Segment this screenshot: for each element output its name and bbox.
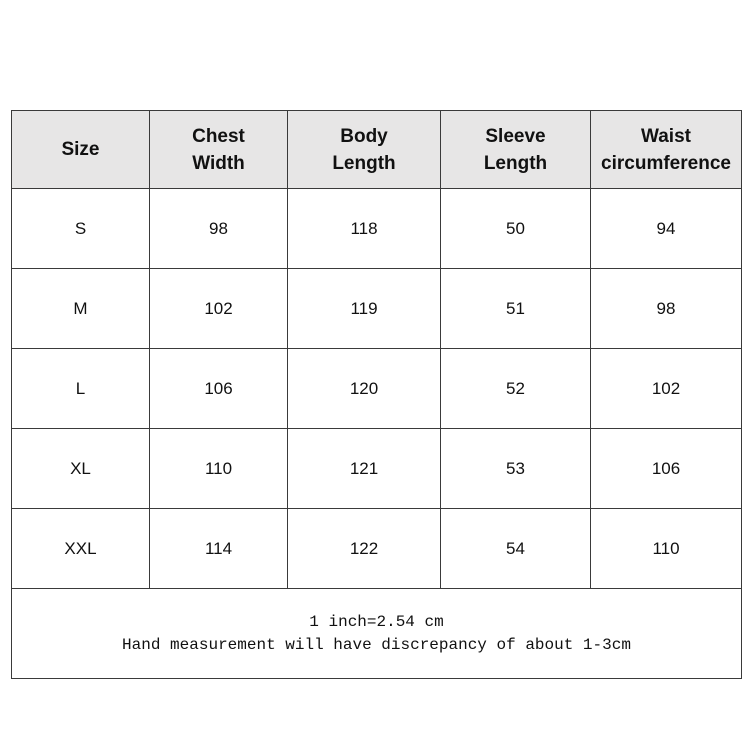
column-header-line: Length — [332, 152, 396, 174]
table-cell: 102 — [149, 268, 288, 349]
table-cell: 52 — [440, 348, 591, 429]
table-cell: 53 — [440, 428, 591, 509]
column-header-line: Chest — [192, 125, 245, 147]
column-header: Size — [11, 110, 150, 189]
table-cell: 119 — [287, 268, 441, 349]
table-cell: 121 — [287, 428, 441, 509]
table-cell: 94 — [590, 188, 742, 269]
header-row: Size Chest Width Body Length Sleeve Length Wais… — [11, 110, 742, 189]
table-cell: 120 — [287, 348, 441, 429]
table-row: L 106 120 52 102 — [11, 348, 742, 429]
size-chart-table: Size Chest Width Body Length Sleeve Length Wais… — [11, 110, 742, 679]
column-header: Waist circumference — [590, 110, 742, 189]
table-row: M 102 119 51 98 — [11, 268, 742, 349]
table-cell: M — [11, 268, 150, 349]
notes-row: 1 inch=2.54 cm Hand measurement will hav… — [11, 588, 742, 679]
table-cell: 98 — [149, 188, 288, 269]
table-cell: S — [11, 188, 150, 269]
note-discrepancy: Hand measurement will have discrepancy o… — [122, 635, 631, 654]
table-cell: 51 — [440, 268, 591, 349]
column-header-line: Size — [61, 139, 100, 160]
table-cell: 102 — [590, 348, 742, 429]
column-header-line: Body — [340, 125, 388, 147]
column-header-line: circumference — [601, 152, 731, 174]
column-header-line: Length — [483, 152, 548, 174]
column-header-line: Sleeve — [485, 125, 546, 147]
table-cell: L — [11, 348, 150, 429]
table-cell: 98 — [590, 268, 742, 349]
table-row: XXL 114 122 54 110 — [11, 508, 742, 589]
column-header-line: Waist — [641, 125, 691, 147]
table-cell: 118 — [287, 188, 441, 269]
table-cell: 110 — [590, 508, 742, 589]
column-header: Sleeve Length — [440, 110, 591, 189]
table-row: S 98 118 50 94 — [11, 188, 742, 269]
table-cell: 114 — [149, 508, 288, 589]
table-cell: 110 — [149, 428, 288, 509]
table-cell: 106 — [149, 348, 288, 429]
notes-cell: 1 inch=2.54 cm Hand measurement will hav… — [11, 588, 742, 679]
column-header-line: Width — [192, 152, 245, 174]
column-header: Chest Width — [149, 110, 288, 189]
table-cell: 106 — [590, 428, 742, 509]
column-header: Body Length — [287, 110, 441, 189]
table-cell: 50 — [440, 188, 591, 269]
table-row: XL 110 121 53 106 — [11, 428, 742, 509]
table-cell: 54 — [440, 508, 591, 589]
table-cell: 122 — [287, 508, 441, 589]
table-cell: XXL — [11, 508, 150, 589]
table-cell: XL — [11, 428, 150, 509]
note-conversion: 1 inch=2.54 cm — [309, 612, 444, 631]
